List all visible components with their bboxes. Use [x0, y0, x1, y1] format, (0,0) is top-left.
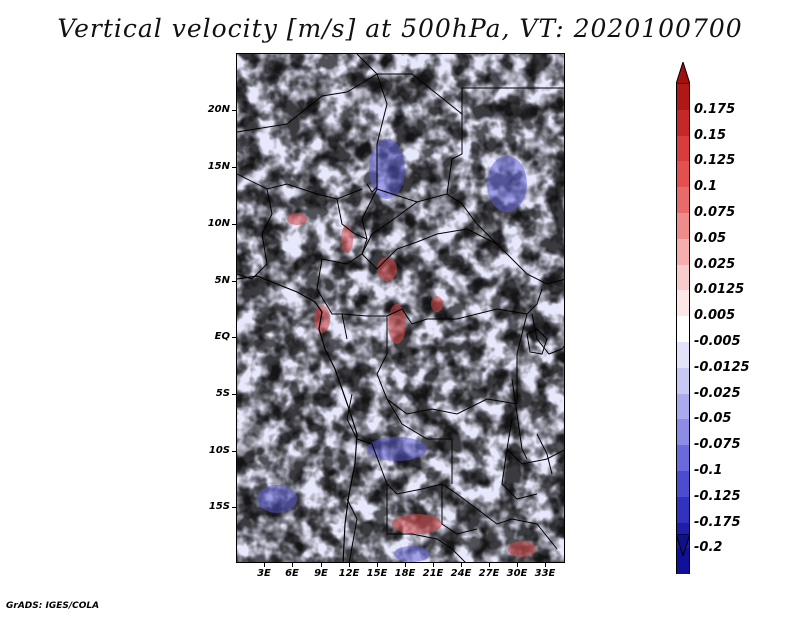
colorbar-label: 0.05: [694, 230, 727, 246]
colorbar-label: -0.175: [694, 514, 741, 530]
colorbar-swatch: [676, 264, 690, 291]
colorbar-swatch: [676, 548, 690, 575]
map-title: Vertical velocity [m/s] at 500hPa, VT: 2…: [57, 14, 743, 43]
colorbar-swatch: [676, 290, 690, 317]
colorbar-swatch: [676, 367, 690, 394]
colorbar-swatch: [676, 213, 690, 239]
lon-label: 15E: [366, 568, 388, 579]
lon-label: 18E: [394, 568, 416, 579]
colorbar-swatch: [676, 316, 690, 342]
colorbar-bottom-arrow: [676, 534, 690, 556]
colorbar-swatch: [676, 419, 690, 446]
colorbar-swatch: [676, 496, 690, 523]
lat-label: 15N: [207, 161, 230, 172]
colorbar-swatch: [676, 238, 690, 265]
colorbar-swatch: [676, 109, 690, 136]
colorbar-label: 0.075: [694, 205, 736, 220]
lakes: [366, 183, 553, 475]
colorbar-label: 0.0125: [694, 282, 745, 298]
colorbar-swatch: [676, 135, 690, 162]
descent-patches: [257, 139, 527, 562]
ascent-patches: [287, 213, 536, 557]
lon-label: 12E: [338, 568, 360, 579]
colorbar-label: -0.0125: [694, 359, 750, 375]
colorbar-label: 0.175: [694, 101, 736, 117]
colorbar-label: 0.15: [694, 127, 727, 143]
coastline: [237, 275, 358, 562]
lat-label: 5N: [214, 275, 230, 286]
colorbar-top-arrow: [676, 62, 690, 84]
lon-label: 21E: [422, 568, 444, 579]
colorbar: 0.175 0.15 0.125 0.1 0.075 0.05 0.025 0.0125 0.0…: [672, 62, 792, 575]
colorbar-label: -0.05: [694, 411, 732, 427]
lon-label: 9E: [314, 568, 328, 579]
country-borders: [237, 54, 564, 562]
software-credit: GrADS: IGES/COLA: [6, 601, 100, 611]
colorbar-label: -0.125: [694, 488, 741, 504]
colorbar-swatch: [676, 84, 690, 110]
lon-label: 3E: [257, 568, 271, 579]
lat-label: 20N: [207, 104, 230, 115]
colorbar-swatch: [676, 187, 690, 213]
colorbar-label: 0.005: [694, 308, 736, 324]
lat-label: 5S: [215, 388, 230, 399]
lon-label: 6E: [285, 568, 299, 579]
colorbar-swatch: [676, 342, 690, 368]
colorbar-label: -0.075: [694, 437, 741, 453]
map-panel: [236, 53, 565, 563]
colorbar-label: 0.1: [694, 179, 718, 195]
colorbar-label: 0.025: [694, 256, 736, 272]
lat-label: 15S: [208, 501, 230, 512]
colorbar-label: -0.025: [694, 385, 741, 401]
lon-label: 33E: [534, 568, 556, 579]
lon-label: 27E: [478, 568, 500, 579]
colorbar-swatch: [676, 445, 690, 471]
colorbar-label: -0.005: [694, 334, 741, 349]
colorbar-label: -0.1: [694, 463, 723, 478]
lat-label: 10S: [208, 445, 230, 456]
velocity-field: [237, 54, 564, 562]
lat-label: EQ: [214, 331, 230, 342]
lon-label: 30E: [506, 568, 528, 579]
colorbar-label: 0.125: [694, 153, 736, 169]
lon-label: 24E: [450, 568, 472, 579]
colorbar-label: -0.2: [694, 540, 723, 556]
colorbar-swatch: [676, 393, 690, 420]
colorbar-swatch: [676, 161, 690, 188]
colorbar-swatch: [676, 471, 690, 497]
lat-label: 10N: [207, 218, 230, 229]
